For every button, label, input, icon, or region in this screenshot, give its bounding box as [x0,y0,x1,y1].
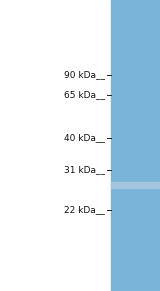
Text: 40 kDa__: 40 kDa__ [64,134,105,143]
Bar [111,182,160,188]
Text: 31 kDa__: 31 kDa__ [64,166,105,175]
Bar [111,0,160,291]
Text: 65 kDa__: 65 kDa__ [64,91,105,100]
Text: 22 kDa__: 22 kDa__ [64,205,105,214]
Text: 90 kDa__: 90 kDa__ [64,70,105,79]
